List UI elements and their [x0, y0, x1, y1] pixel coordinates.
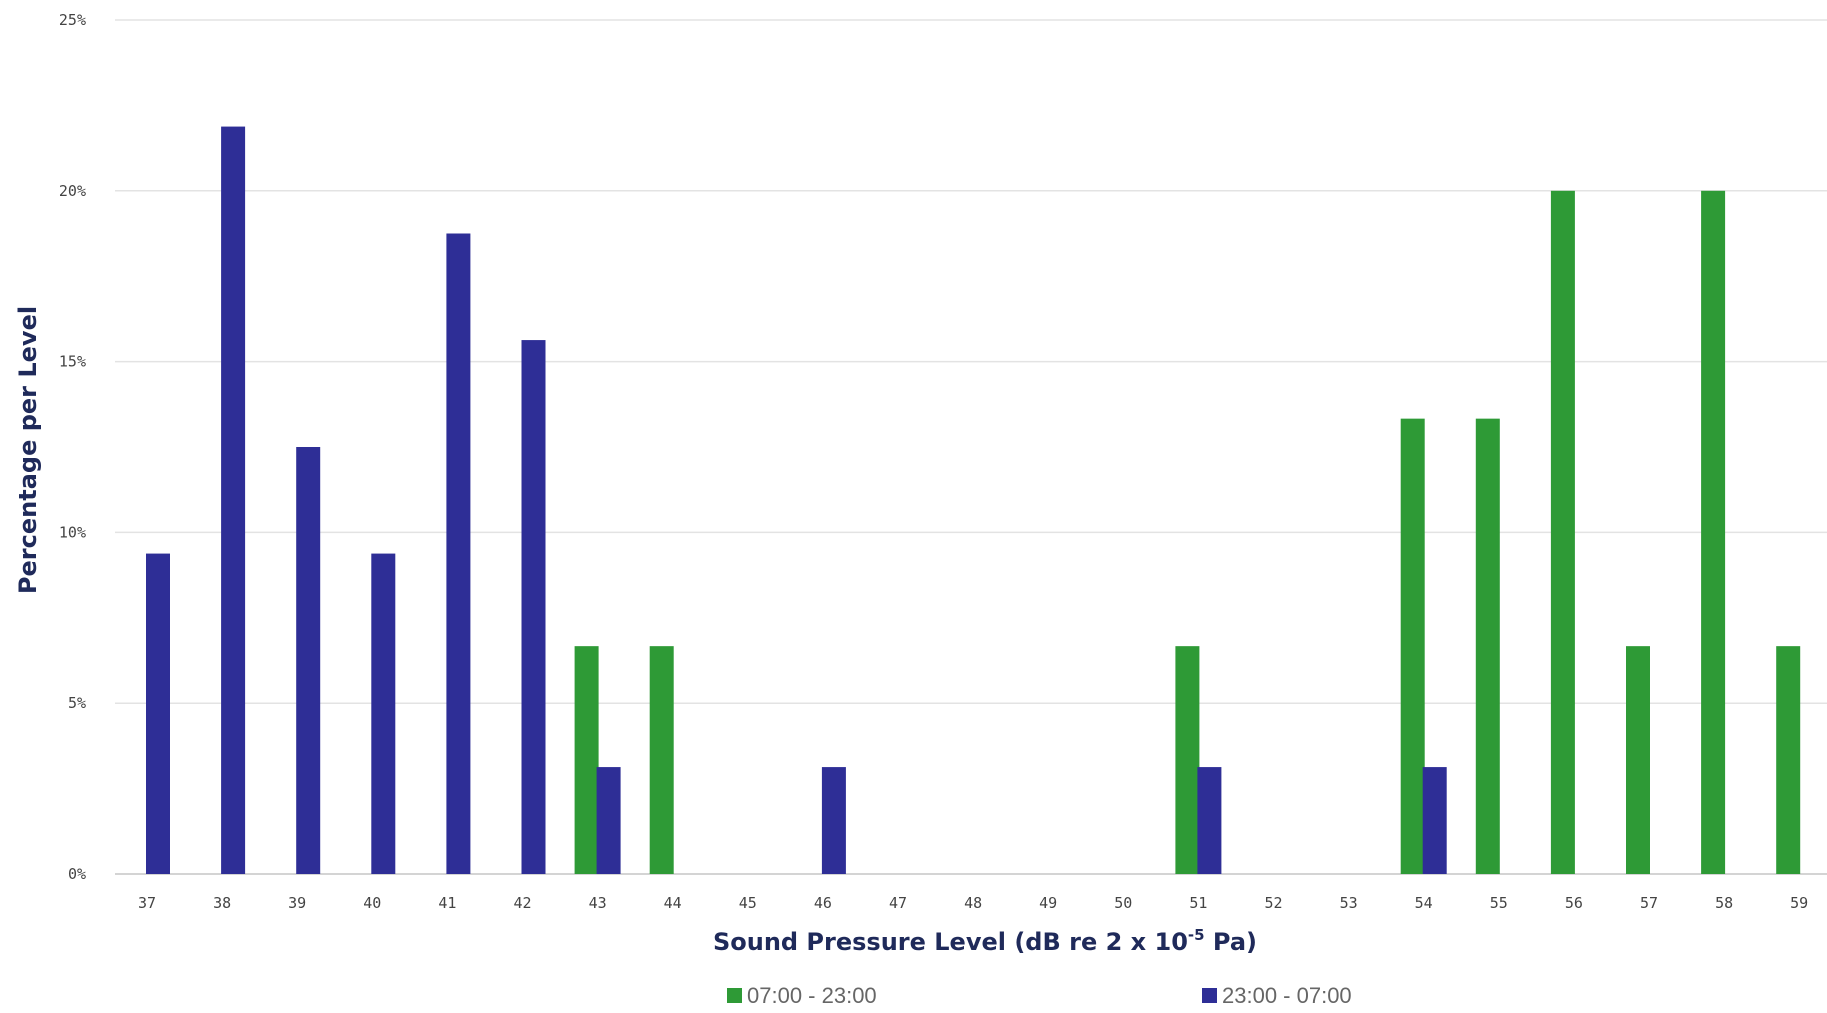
y-axis-ticks: 0% 5% 10% 15% 20% 25%: [59, 11, 86, 883]
x-tick-label: 37: [138, 894, 156, 912]
x-tick-label: 56: [1565, 894, 1583, 912]
x-axis-ticks: 37 38 39 40 41 42 43 44 45 46 47 48 49 50 51 52 53 54 55 56…: [138, 894, 1808, 912]
x-tick-label: 40: [363, 894, 381, 912]
bar-day[interactable]: [1475, 418, 1500, 874]
legend-item-day[interactable]: 07:00 - 23:00: [727, 983, 877, 1008]
bar-day[interactable]: [1550, 190, 1575, 875]
x-tick-label: 54: [1415, 894, 1433, 912]
x-tick-label: 46: [814, 894, 832, 912]
gridlines: [115, 19, 1827, 875]
bar-night[interactable]: [146, 553, 170, 874]
bar-night[interactable]: [821, 767, 846, 874]
bar-day[interactable]: [649, 646, 674, 874]
y-tick-label: 25%: [59, 11, 86, 29]
x-tick-label: 58: [1715, 894, 1733, 912]
legend: 07:00 - 23:00 23:00 - 07:00: [727, 983, 1352, 1008]
x-axis-title: Sound Pressure Level (dB re 2 x 10-5 Pa): [713, 926, 1257, 956]
bar-night[interactable]: [1197, 767, 1222, 874]
bars: [146, 126, 1801, 875]
x-tick-label: 41: [438, 894, 456, 912]
x-axis-title-suffix: Pa): [1205, 928, 1257, 956]
bar-night[interactable]: [521, 340, 546, 874]
x-tick-label: 50: [1114, 894, 1132, 912]
x-tick-label: 39: [288, 894, 306, 912]
bar-night[interactable]: [596, 767, 621, 874]
x-tick-label: 45: [739, 894, 757, 912]
x-axis-title-superscript: -5: [1188, 926, 1205, 944]
x-tick-label: 55: [1490, 894, 1508, 912]
x-tick-label: 42: [513, 894, 531, 912]
x-tick-label: 48: [964, 894, 982, 912]
y-tick-label: 5%: [68, 694, 86, 712]
legend-label-night: 23:00 - 07:00: [1222, 983, 1352, 1008]
bar-day[interactable]: [1400, 418, 1425, 874]
x-tick-label: 38: [213, 894, 231, 912]
bar-night[interactable]: [1422, 767, 1447, 874]
x-tick-label: 43: [589, 894, 607, 912]
legend-swatch-day: [727, 988, 742, 1003]
y-tick-label: 10%: [59, 523, 86, 541]
bar-day[interactable]: [1701, 190, 1726, 875]
y-tick-label: 15%: [59, 353, 86, 371]
bar-night[interactable]: [371, 553, 396, 874]
x-tick-label: 59: [1790, 894, 1808, 912]
bar-night[interactable]: [446, 233, 471, 875]
legend-swatch-night: [1202, 988, 1217, 1003]
bar-day[interactable]: [574, 646, 599, 874]
x-tick-label: 52: [1264, 894, 1282, 912]
x-tick-label: 53: [1340, 894, 1358, 912]
legend-label-day: 07:00 - 23:00: [747, 983, 877, 1008]
bar-day[interactable]: [1626, 646, 1650, 874]
x-tick-label: 57: [1640, 894, 1658, 912]
x-tick-label: 44: [664, 894, 682, 912]
x-tick-label: 49: [1039, 894, 1057, 912]
bar-night[interactable]: [221, 126, 246, 874]
y-tick-label: 20%: [59, 182, 86, 200]
y-tick-label: 0%: [68, 865, 86, 883]
bar-day[interactable]: [1776, 646, 1801, 874]
x-axis-title-prefix: Sound Pressure Level (dB re 2 x 10: [713, 928, 1188, 956]
x-tick-label: 51: [1189, 894, 1207, 912]
legend-item-night[interactable]: 23:00 - 07:00: [1202, 983, 1352, 1008]
x-tick-label: 47: [889, 894, 907, 912]
bar-day[interactable]: [1175, 646, 1200, 874]
y-axis-title: Percentage per Level: [14, 306, 42, 594]
bar-night[interactable]: [296, 447, 321, 874]
